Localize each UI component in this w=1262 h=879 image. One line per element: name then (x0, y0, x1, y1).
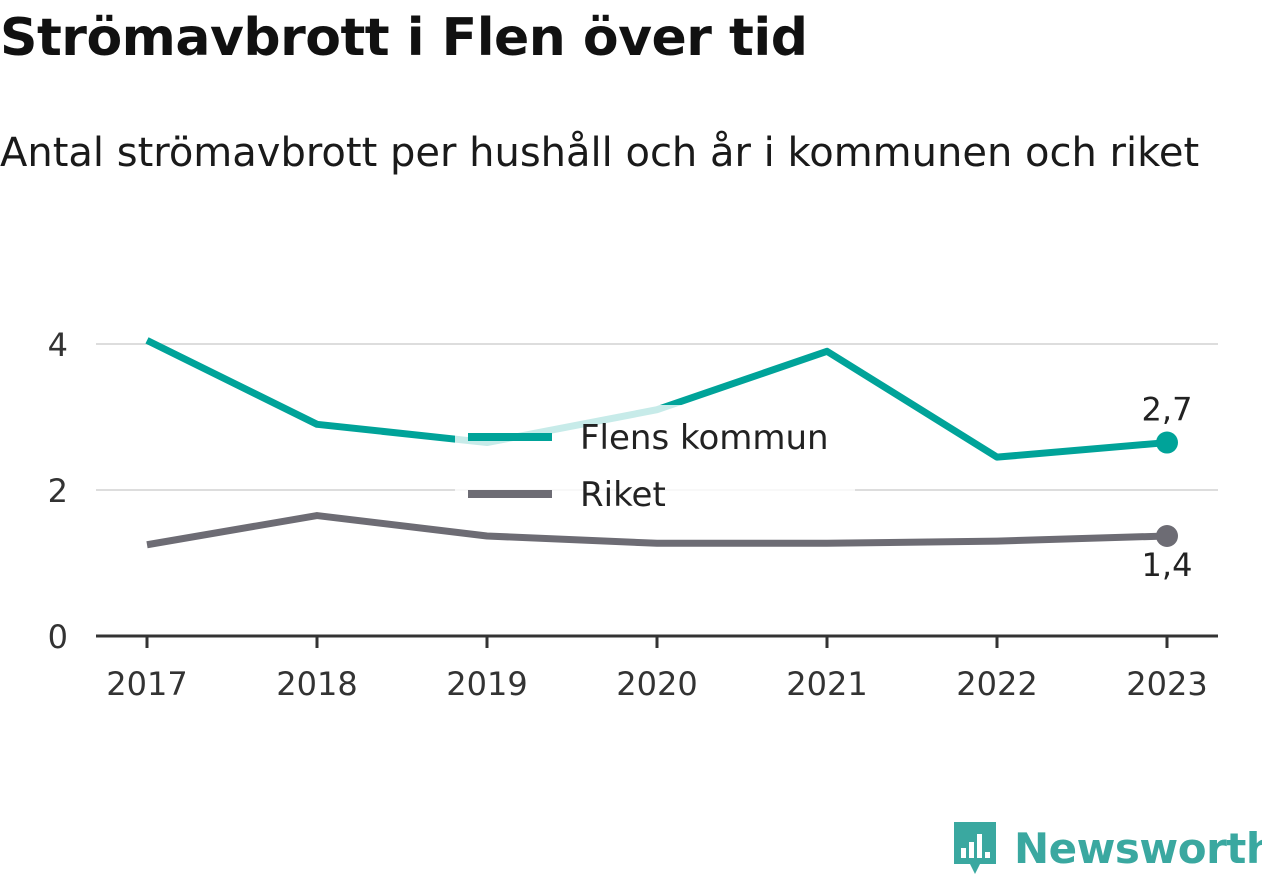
brand-name: Newsworthy (1014, 823, 1262, 873)
series-line-1 (146, 512, 1168, 549)
x-tick-label: 2023 (1126, 665, 1207, 703)
chart-subtitle: Antal strömavbrott per hushåll och år i … (0, 130, 1200, 176)
x-tick-label: 2018 (276, 665, 357, 703)
newsworthy-logo-icon (954, 822, 996, 874)
chart-title: Strömavbrott i Flen över tid (0, 8, 808, 68)
legend: Flens kommun Riket (455, 405, 855, 523)
x-tick-label: 2022 (956, 665, 1037, 703)
gridlines: 0 2 4 (48, 326, 1218, 656)
legend-background (455, 405, 855, 523)
legend-label-0: Flens kommun (580, 418, 829, 458)
end-value-label-1: 1,4 (1142, 546, 1193, 584)
series-end-point-1 (1156, 524, 1178, 547)
series-end-point-0 (1156, 431, 1178, 454)
x-tick-label: 2019 (446, 665, 527, 703)
y-tick-label: 4 (48, 326, 68, 364)
y-tick-label: 0 (48, 618, 68, 656)
x-tick-label: 2017 (106, 665, 187, 703)
end-value-label-0: 2,7 (1142, 391, 1193, 429)
y-tick-label: 2 (48, 472, 68, 510)
data-labels: 2,7 1,4 (1142, 391, 1193, 584)
x-tick-label: 2020 (616, 665, 697, 703)
brand-logo: Newsworthy (950, 818, 1262, 878)
x-axis: 2017 2018 2019 2020 2021 2022 2023 (96, 634, 1218, 703)
legend-label-1: Riket (580, 475, 666, 515)
x-tick-label: 2021 (786, 665, 867, 703)
